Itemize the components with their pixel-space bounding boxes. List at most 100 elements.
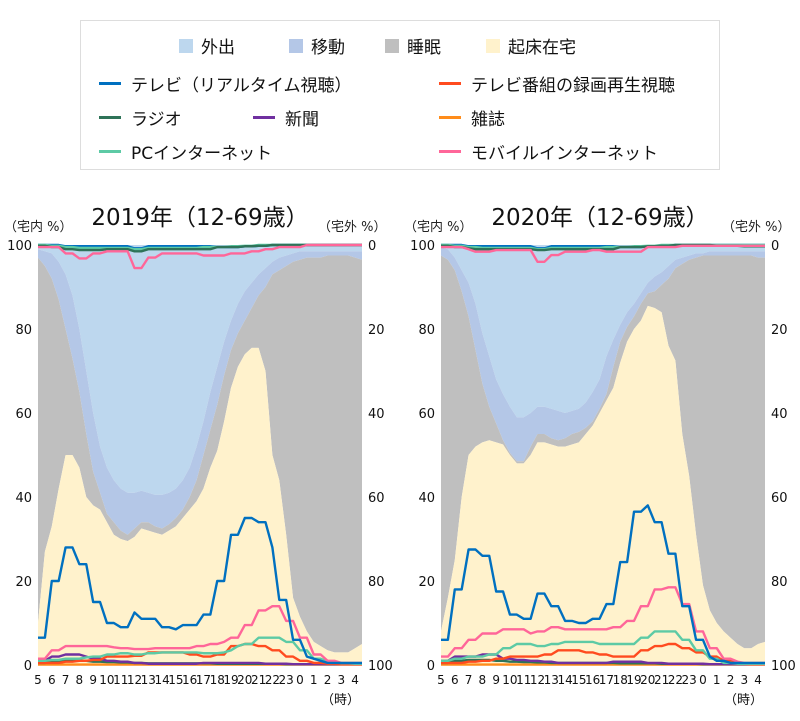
y-left-tick-label: 0 — [427, 659, 435, 674]
y-right-tick-label: 80 — [368, 575, 385, 590]
legend-label: 移動 — [311, 38, 345, 58]
legend-item-newspaper: 新聞 — [253, 105, 319, 130]
y-left-tick-label: 100 — [7, 239, 32, 254]
line-in-home-pc — [38, 636, 362, 665]
legend-label: 外出 — [201, 38, 235, 58]
x-tick-label: 7 — [465, 673, 473, 687]
x-tick-label: 22 — [265, 673, 280, 687]
x-tick-label: 15 — [571, 673, 586, 687]
x-tick-label: 8 — [479, 673, 487, 687]
area-sleep — [441, 255, 765, 649]
x-tick-label: 10 — [502, 673, 517, 687]
legend-item-tv: テレビ（リアルタイム視聴） — [99, 71, 352, 96]
legend-line — [99, 150, 121, 153]
y-right-tick-label: 0 — [368, 239, 376, 254]
x-tick-label: 21 — [251, 673, 266, 687]
legend-label: 起床在宅 — [508, 38, 576, 58]
x-tick-label: 5 — [34, 673, 42, 687]
x-tick-label: 3 — [740, 673, 748, 687]
x-tick-label: 23 — [279, 673, 294, 687]
chart-legend: 外出 移動 睡眠 起床在宅 テレビ（リアルタイム視聴） テレビ番組の録画再生視聴… — [80, 20, 720, 170]
x-tick-label: 16 — [182, 673, 197, 687]
y-left-tick-label: 20 — [418, 575, 435, 590]
area-outing — [38, 245, 362, 495]
x-tick-label: 12 — [127, 673, 142, 687]
x-tick-label: 12 — [530, 673, 545, 687]
x-tick-label: 2 — [727, 673, 735, 687]
legend-item-awake-home: 起床在宅 — [486, 33, 576, 58]
x-tick-label: 23 — [682, 673, 697, 687]
legend-label: 雑誌 — [471, 110, 505, 130]
x-tick-label: 11 — [113, 673, 128, 687]
legend-label: テレビ（リアルタイム視聴） — [131, 76, 352, 96]
y-left-tick-label: 0 — [24, 659, 32, 674]
legend-label: テレビ番組の録画再生視聴 — [471, 76, 675, 96]
line-out-of-home-mobile — [38, 243, 362, 270]
x-tick-label: 13 — [141, 673, 156, 687]
y-right-tick-label: 60 — [368, 491, 385, 506]
line-in-home-news — [38, 653, 362, 666]
legend-item-sleep: 睡眠 — [385, 33, 441, 58]
y-left-tick-label: 40 — [418, 491, 435, 506]
legend-label: 睡眠 — [407, 38, 441, 58]
legend-line — [253, 116, 275, 119]
x-tick-label: 18 — [613, 673, 628, 687]
y-right-tick-label: 100 — [368, 659, 393, 674]
x-tick-label: 19 — [223, 673, 238, 687]
line-in-home-tv — [38, 516, 362, 665]
x-tick-label: 14 — [154, 673, 169, 687]
y-left-tick-label: 80 — [418, 323, 435, 338]
x-tick-label: 11 — [516, 673, 531, 687]
line-in-home-rec — [38, 642, 362, 666]
y-right-tick-label: 20 — [771, 323, 788, 338]
y-left-tick-label: 100 — [410, 239, 435, 254]
line-in-home-mobile — [38, 605, 362, 665]
x-tick-label: 10 — [99, 673, 114, 687]
x-tick-label: 20 — [640, 673, 655, 687]
x-tick-label: 14 — [557, 673, 572, 687]
legend-item-radio: ラジオ — [99, 105, 182, 130]
x-unit-label: （時） — [321, 693, 360, 708]
y-left-tick-label: 20 — [15, 575, 32, 590]
x-tick-label: 19 — [626, 673, 641, 687]
x-tick-label: 1 — [713, 673, 721, 687]
y-left-tick-label: 60 — [418, 407, 435, 422]
x-tick-label: 17 — [599, 673, 614, 687]
x-tick-label: 22 — [668, 673, 683, 687]
area-awake-home — [441, 305, 765, 665]
x-unit-label: （時） — [724, 693, 763, 708]
legend-swatch — [179, 38, 193, 53]
x-tick-label: 6 — [451, 673, 459, 687]
y-right-tick-label: 80 — [771, 575, 788, 590]
x-tick-label: 3 — [337, 673, 345, 687]
x-tick-label: 4 — [754, 673, 762, 687]
y-right-tick-label: 40 — [368, 407, 385, 422]
x-tick-label: 4 — [351, 673, 359, 687]
x-tick-label: 5 — [437, 673, 445, 687]
line-out-of-home-mobile — [441, 244, 765, 263]
legend-line — [99, 116, 121, 119]
x-tick-label: 1 — [310, 673, 318, 687]
right-axis-label-2019: （宅外 %） — [318, 220, 387, 235]
line-in-home-mobile — [441, 586, 765, 665]
x-tick-label: 20 — [237, 673, 252, 687]
x-tick-label: 7 — [62, 673, 70, 687]
legend-swatch — [385, 38, 399, 53]
legend-item-mobile-internet: モバイルインターネット — [439, 139, 658, 164]
right-axis-label-2020: （宅外 %） — [722, 220, 791, 235]
x-tick-label: 18 — [210, 673, 225, 687]
x-tick-label: 0 — [296, 673, 304, 687]
legend-line — [439, 116, 461, 119]
x-tick-label: 2 — [324, 673, 332, 687]
y-right-tick-label: 60 — [771, 491, 788, 506]
y-right-tick-label: 100 — [771, 659, 796, 674]
x-tick-label: 0 — [699, 673, 707, 687]
x-tick-label: 9 — [89, 673, 97, 687]
legend-label: 新聞 — [285, 110, 319, 130]
y-right-tick-label: 20 — [368, 323, 385, 338]
legend-label: PCインターネット — [131, 144, 273, 164]
legend-swatch — [486, 38, 500, 53]
x-tick-label: 13 — [544, 673, 559, 687]
